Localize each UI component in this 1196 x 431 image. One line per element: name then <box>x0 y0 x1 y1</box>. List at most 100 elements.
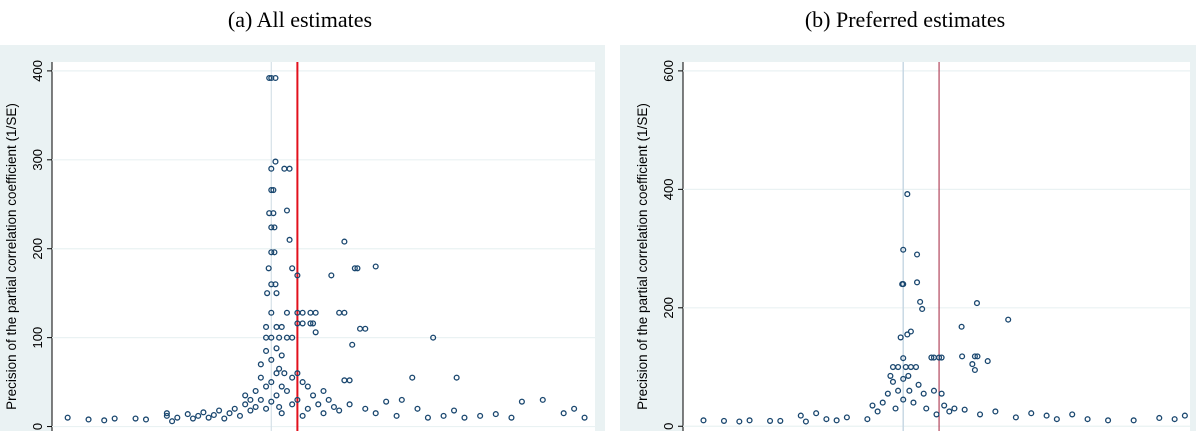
y-tick-label: 300 <box>30 149 45 171</box>
point <box>252 403 259 411</box>
point <box>767 417 774 424</box>
point <box>1012 414 1019 421</box>
point <box>346 377 353 384</box>
point <box>273 392 280 399</box>
point <box>440 412 447 419</box>
y-tick-label: 400 <box>30 60 45 82</box>
point <box>971 366 978 374</box>
point <box>884 390 891 397</box>
point <box>276 365 283 372</box>
point <box>242 401 249 408</box>
point <box>276 403 283 411</box>
y-tick-label: 400 <box>661 178 676 200</box>
point <box>904 191 911 198</box>
point <box>276 334 283 341</box>
point <box>270 186 277 194</box>
point <box>900 246 907 253</box>
point <box>362 325 369 332</box>
point <box>341 238 348 245</box>
point <box>1105 417 1112 424</box>
point <box>946 408 953 415</box>
point <box>132 415 139 422</box>
point <box>278 410 285 417</box>
point <box>247 407 254 414</box>
point <box>272 281 279 288</box>
point <box>889 378 897 385</box>
point <box>294 370 301 377</box>
point <box>336 407 343 414</box>
chart-title: (b) Preferred estimates <box>805 7 1005 32</box>
point <box>1156 414 1163 422</box>
point <box>372 263 379 270</box>
point <box>930 387 937 394</box>
point <box>904 331 911 338</box>
point <box>257 396 264 403</box>
point <box>111 415 118 422</box>
point <box>271 224 278 231</box>
point <box>907 328 914 335</box>
plot-area <box>52 62 595 431</box>
point <box>984 358 991 365</box>
point <box>236 412 244 419</box>
point <box>169 418 176 425</box>
point <box>777 417 784 424</box>
point <box>281 370 288 377</box>
point <box>900 355 907 362</box>
point <box>216 407 223 414</box>
point <box>307 320 314 327</box>
point <box>917 298 924 305</box>
point <box>1028 410 1035 417</box>
point <box>312 309 319 316</box>
point <box>289 334 296 341</box>
point <box>1084 416 1091 423</box>
point <box>746 417 753 424</box>
point <box>581 414 588 421</box>
point <box>205 414 212 421</box>
point <box>270 210 277 217</box>
point <box>257 374 264 381</box>
point <box>920 390 927 397</box>
point <box>320 387 327 395</box>
point <box>174 414 181 421</box>
y-tick-label: 100 <box>30 327 45 349</box>
point <box>887 372 894 379</box>
point <box>294 396 301 403</box>
point <box>263 323 270 331</box>
point <box>895 363 902 371</box>
point <box>278 323 285 331</box>
point <box>813 410 820 417</box>
point <box>539 396 546 403</box>
point <box>286 236 293 243</box>
point <box>268 165 275 172</box>
point <box>936 354 943 361</box>
point <box>221 415 228 422</box>
point <box>518 398 525 405</box>
point <box>892 405 899 412</box>
point <box>271 249 278 256</box>
point <box>265 265 272 272</box>
point <box>900 396 907 403</box>
point <box>823 416 830 423</box>
point <box>992 408 999 415</box>
point <box>299 412 306 419</box>
point <box>278 352 285 359</box>
point <box>1053 416 1060 423</box>
point <box>299 379 306 386</box>
point <box>1069 411 1076 418</box>
point <box>85 416 92 423</box>
point <box>895 387 902 394</box>
point <box>263 383 270 390</box>
point <box>320 410 327 417</box>
point <box>283 309 291 316</box>
point <box>879 399 886 406</box>
point <box>264 290 271 297</box>
point <box>1171 416 1178 423</box>
point <box>268 356 275 363</box>
point <box>354 265 361 272</box>
point <box>560 410 567 417</box>
point <box>310 320 317 327</box>
point <box>720 417 728 424</box>
point <box>349 341 356 348</box>
point <box>869 402 876 409</box>
